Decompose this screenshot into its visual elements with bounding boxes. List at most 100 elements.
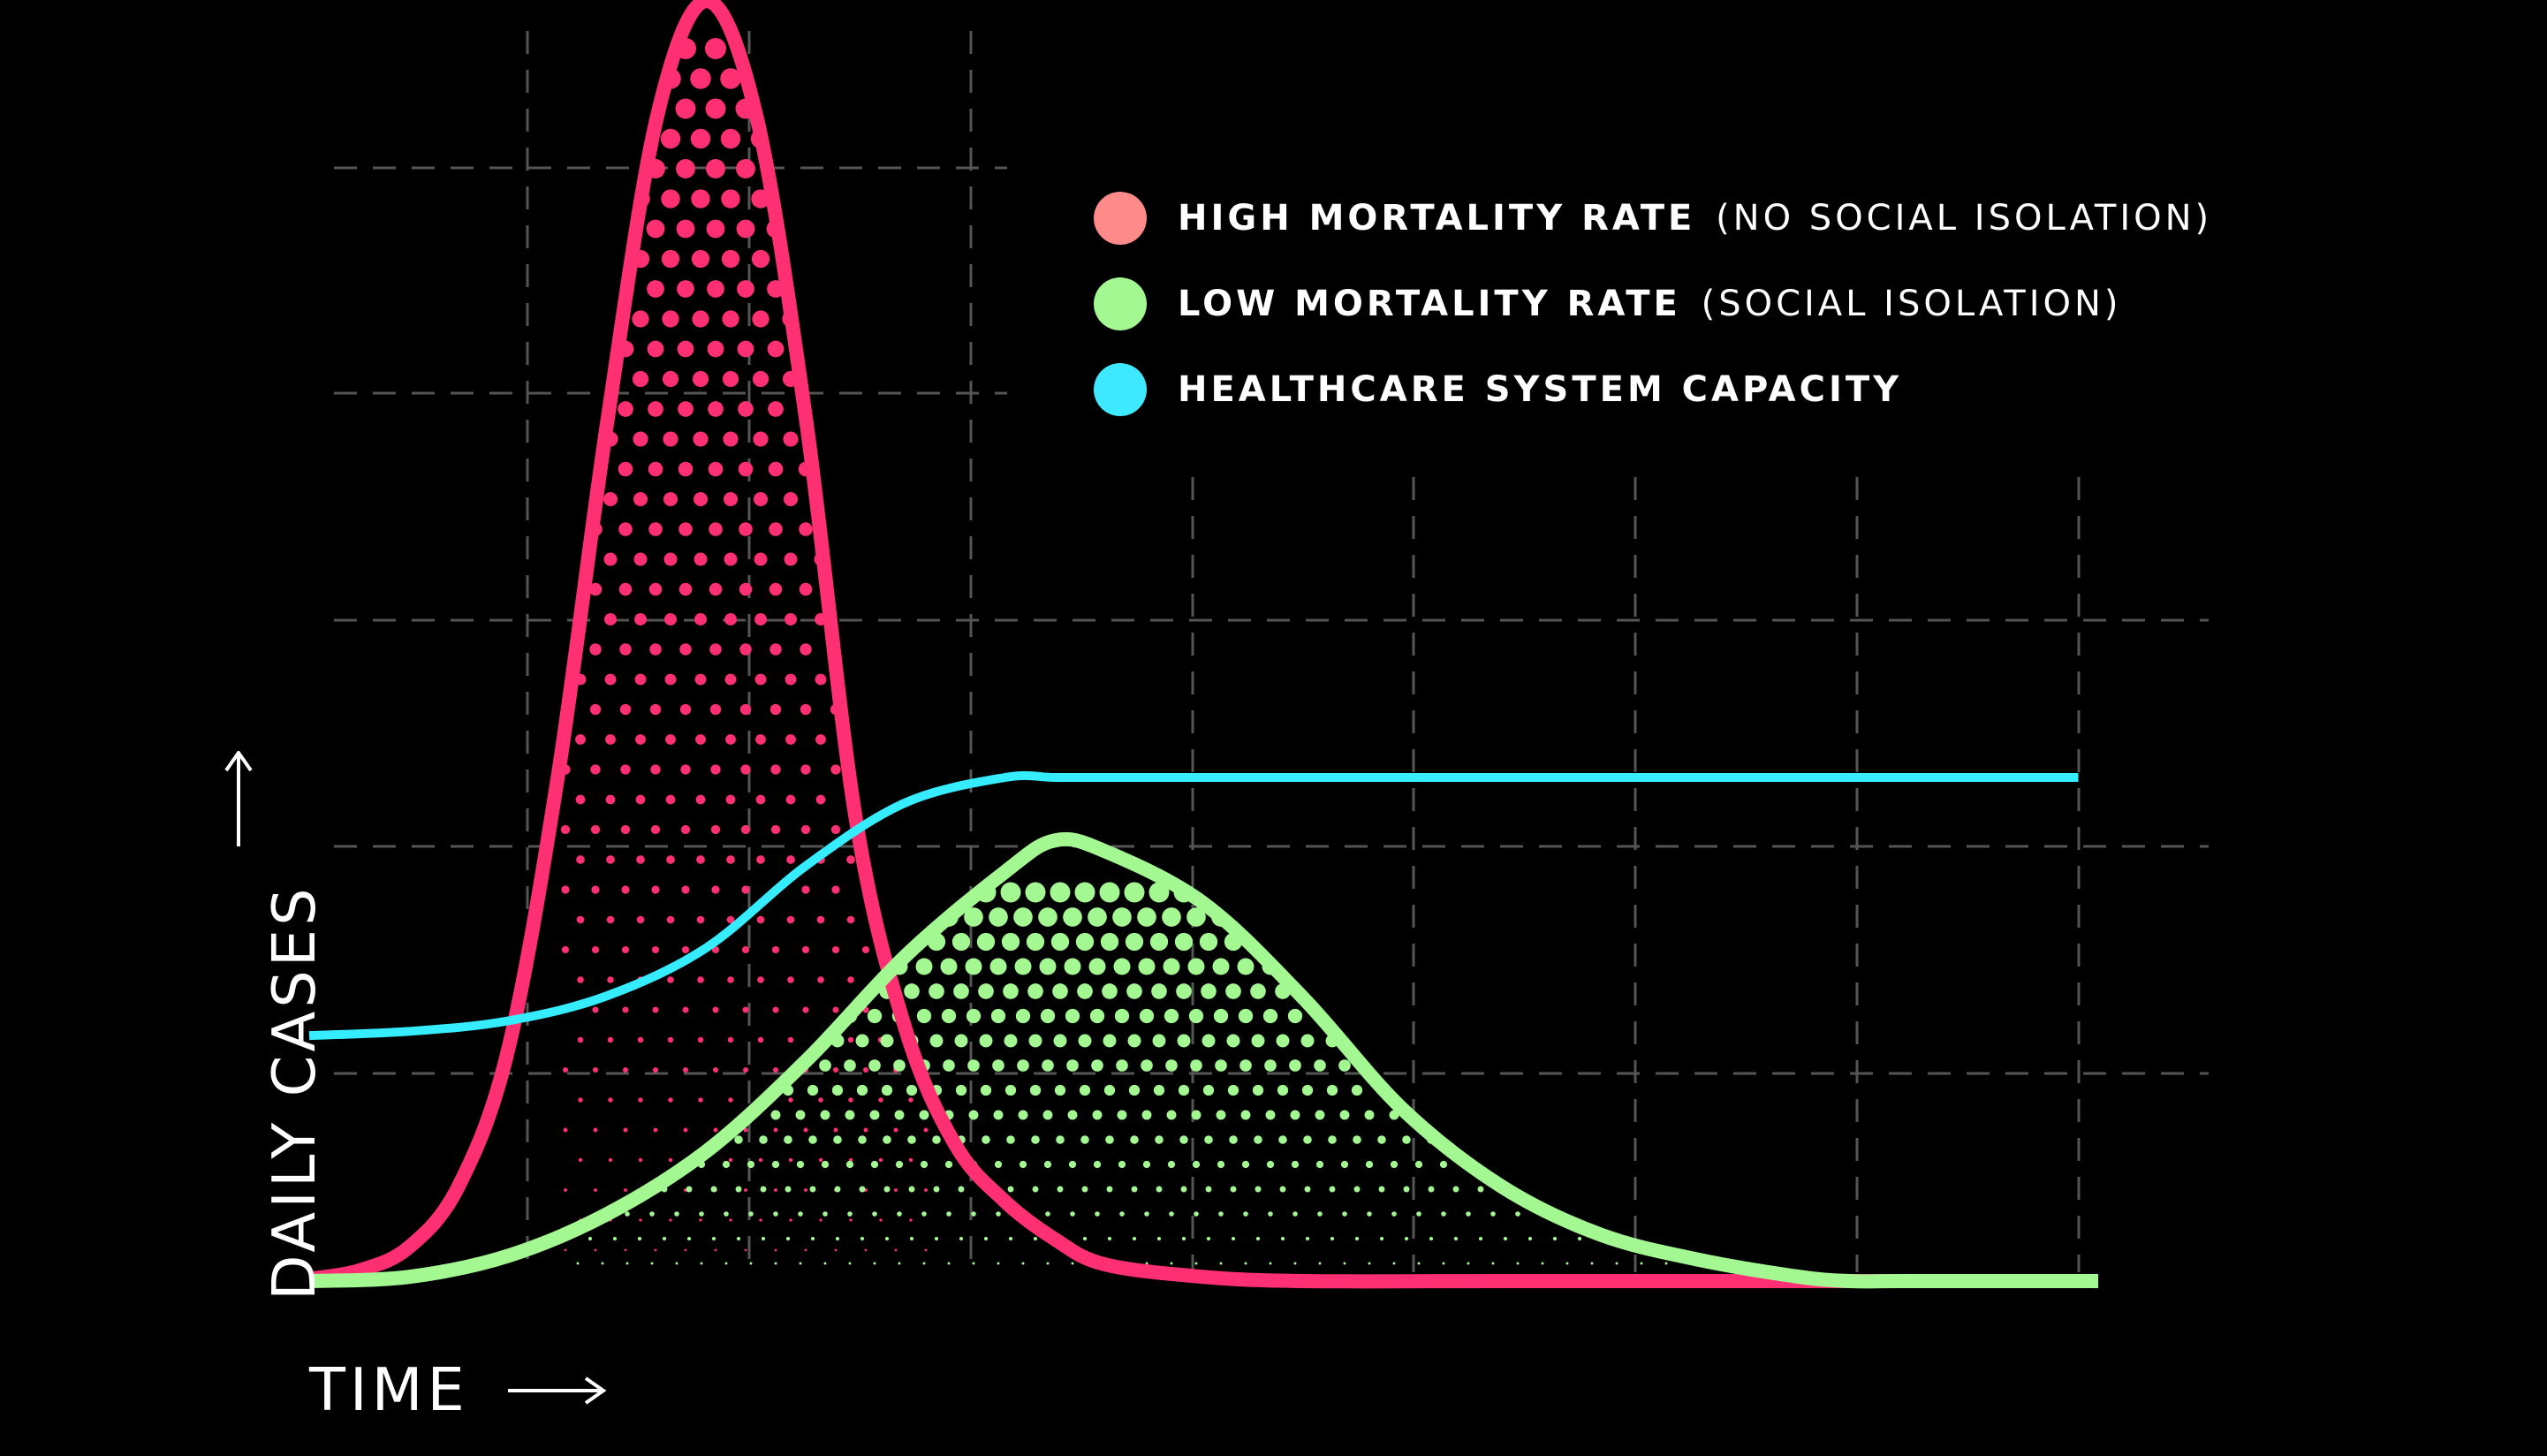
halftone-dot — [785, 613, 797, 626]
halftone-dot — [1125, 932, 1144, 952]
halftone-dot — [1349, 983, 1365, 999]
halftone-dot — [557, 461, 573, 477]
halftone-dot — [1162, 907, 1181, 927]
halftone-dot — [1438, 1110, 1449, 1120]
halftone-dot — [1644, 932, 1664, 952]
halftone-dot — [749, 1262, 753, 1265]
halftone-dot — [694, 1008, 709, 1024]
halftone-dot — [1088, 907, 1107, 927]
halftone-dot — [632, 370, 649, 388]
halftone-dot — [590, 764, 601, 775]
halftone-dot — [773, 1127, 778, 1133]
halftone-dot — [713, 1067, 718, 1073]
halftone-dot — [832, 1006, 839, 1013]
halftone-dot — [1608, 958, 1626, 975]
halftone-dot — [947, 1262, 951, 1265]
halftone-dot — [989, 958, 1007, 975]
halftone-dot — [891, 764, 901, 775]
halftone-dot — [1113, 958, 1131, 975]
halftone-dot — [671, 1110, 682, 1120]
halftone-dot — [757, 1036, 764, 1043]
halftone-dot — [915, 958, 933, 975]
halftone-dot — [624, 1248, 627, 1252]
halftone-dot — [1219, 1262, 1223, 1265]
halftone-dot — [555, 38, 576, 59]
halftone-dot — [941, 1008, 957, 1024]
halftone-dot — [1462, 1059, 1474, 1072]
halftone-dot — [1360, 907, 1379, 927]
halftone-dot — [738, 461, 754, 477]
halftone-dot — [1399, 983, 1414, 999]
halftone-dot — [844, 1059, 856, 1072]
halftone-dot — [954, 1034, 968, 1048]
halftone-dot — [1186, 907, 1206, 927]
halftone-dot — [751, 249, 770, 269]
halftone-dot — [1039, 958, 1057, 975]
halftone-dot — [1559, 1008, 1575, 1024]
halftone-dot — [765, 98, 786, 119]
halftone-dot — [623, 1067, 628, 1073]
halftone-dot — [693, 491, 709, 507]
halftone-dot — [691, 189, 710, 209]
halftone-dot — [1177, 1034, 1191, 1048]
halftone-dot — [785, 794, 796, 805]
halftone-dot — [825, 38, 846, 59]
halftone-dot — [569, 958, 587, 975]
halftone-dot — [1130, 1135, 1139, 1144]
halftone-dot — [1254, 1135, 1262, 1144]
halftone-dot — [1095, 1211, 1100, 1217]
halftone-dot — [651, 885, 660, 894]
halftone-dot — [972, 1262, 975, 1265]
halftone-dot — [677, 280, 694, 298]
halftone-dot — [1116, 1059, 1128, 1072]
halftone-dot — [656, 983, 672, 999]
halftone-dot — [591, 945, 600, 954]
halftone-dot — [1489, 1160, 1497, 1169]
halftone-dot — [727, 976, 734, 983]
halftone-dot — [625, 1211, 630, 1217]
halftone-dot — [1625, 1135, 1634, 1144]
halftone-dot — [860, 764, 871, 775]
halftone-dot — [1347, 932, 1367, 952]
halftone-dot — [724, 1211, 729, 1217]
halftone-dot — [976, 932, 996, 952]
halftone-dot — [903, 431, 919, 447]
halftone-dot — [920, 703, 932, 716]
halftone-dot — [637, 1036, 644, 1043]
halftone-dot — [625, 1262, 629, 1265]
halftone-dot — [649, 1211, 655, 1217]
halftone-dot — [630, 68, 651, 89]
halftone-dot — [1324, 983, 1340, 999]
halftone-dot — [1013, 907, 1033, 927]
halftone-dot — [1045, 1211, 1050, 1217]
halftone-dot — [1434, 907, 1453, 927]
halftone-dot — [1640, 1262, 1643, 1265]
halftone-dot — [861, 945, 870, 954]
halftone-dot — [898, 1262, 901, 1265]
halftone-dot — [1046, 1262, 1050, 1265]
halftone-dot — [754, 613, 767, 626]
halftone-dot — [820, 1110, 830, 1120]
halftone-dot — [1651, 1236, 1656, 1241]
halftone-dot — [681, 983, 697, 999]
halftone-dot — [845, 673, 857, 686]
halftone-dot — [678, 582, 693, 596]
halftone-dot — [1671, 1034, 1686, 1048]
halftone-dot — [1119, 1211, 1125, 1217]
halftone-dot — [647, 280, 664, 298]
halftone-dot — [1291, 1160, 1300, 1169]
halftone-dot — [1141, 1059, 1153, 1072]
halftone-dot — [833, 1127, 838, 1133]
halftone-dot — [1071, 1262, 1074, 1265]
halftone-dot — [880, 1034, 894, 1048]
halftone-dot — [737, 280, 754, 298]
halftone-dot — [711, 885, 720, 894]
halftone-dot — [621, 945, 630, 954]
halftone-dot — [933, 1186, 940, 1193]
halftone-dot — [1292, 1211, 1298, 1217]
halftone-dot — [1166, 1110, 1177, 1120]
halftone-dot — [1563, 1160, 1572, 1169]
halftone-dot — [796, 1160, 805, 1169]
halftone-dot — [843, 491, 859, 507]
